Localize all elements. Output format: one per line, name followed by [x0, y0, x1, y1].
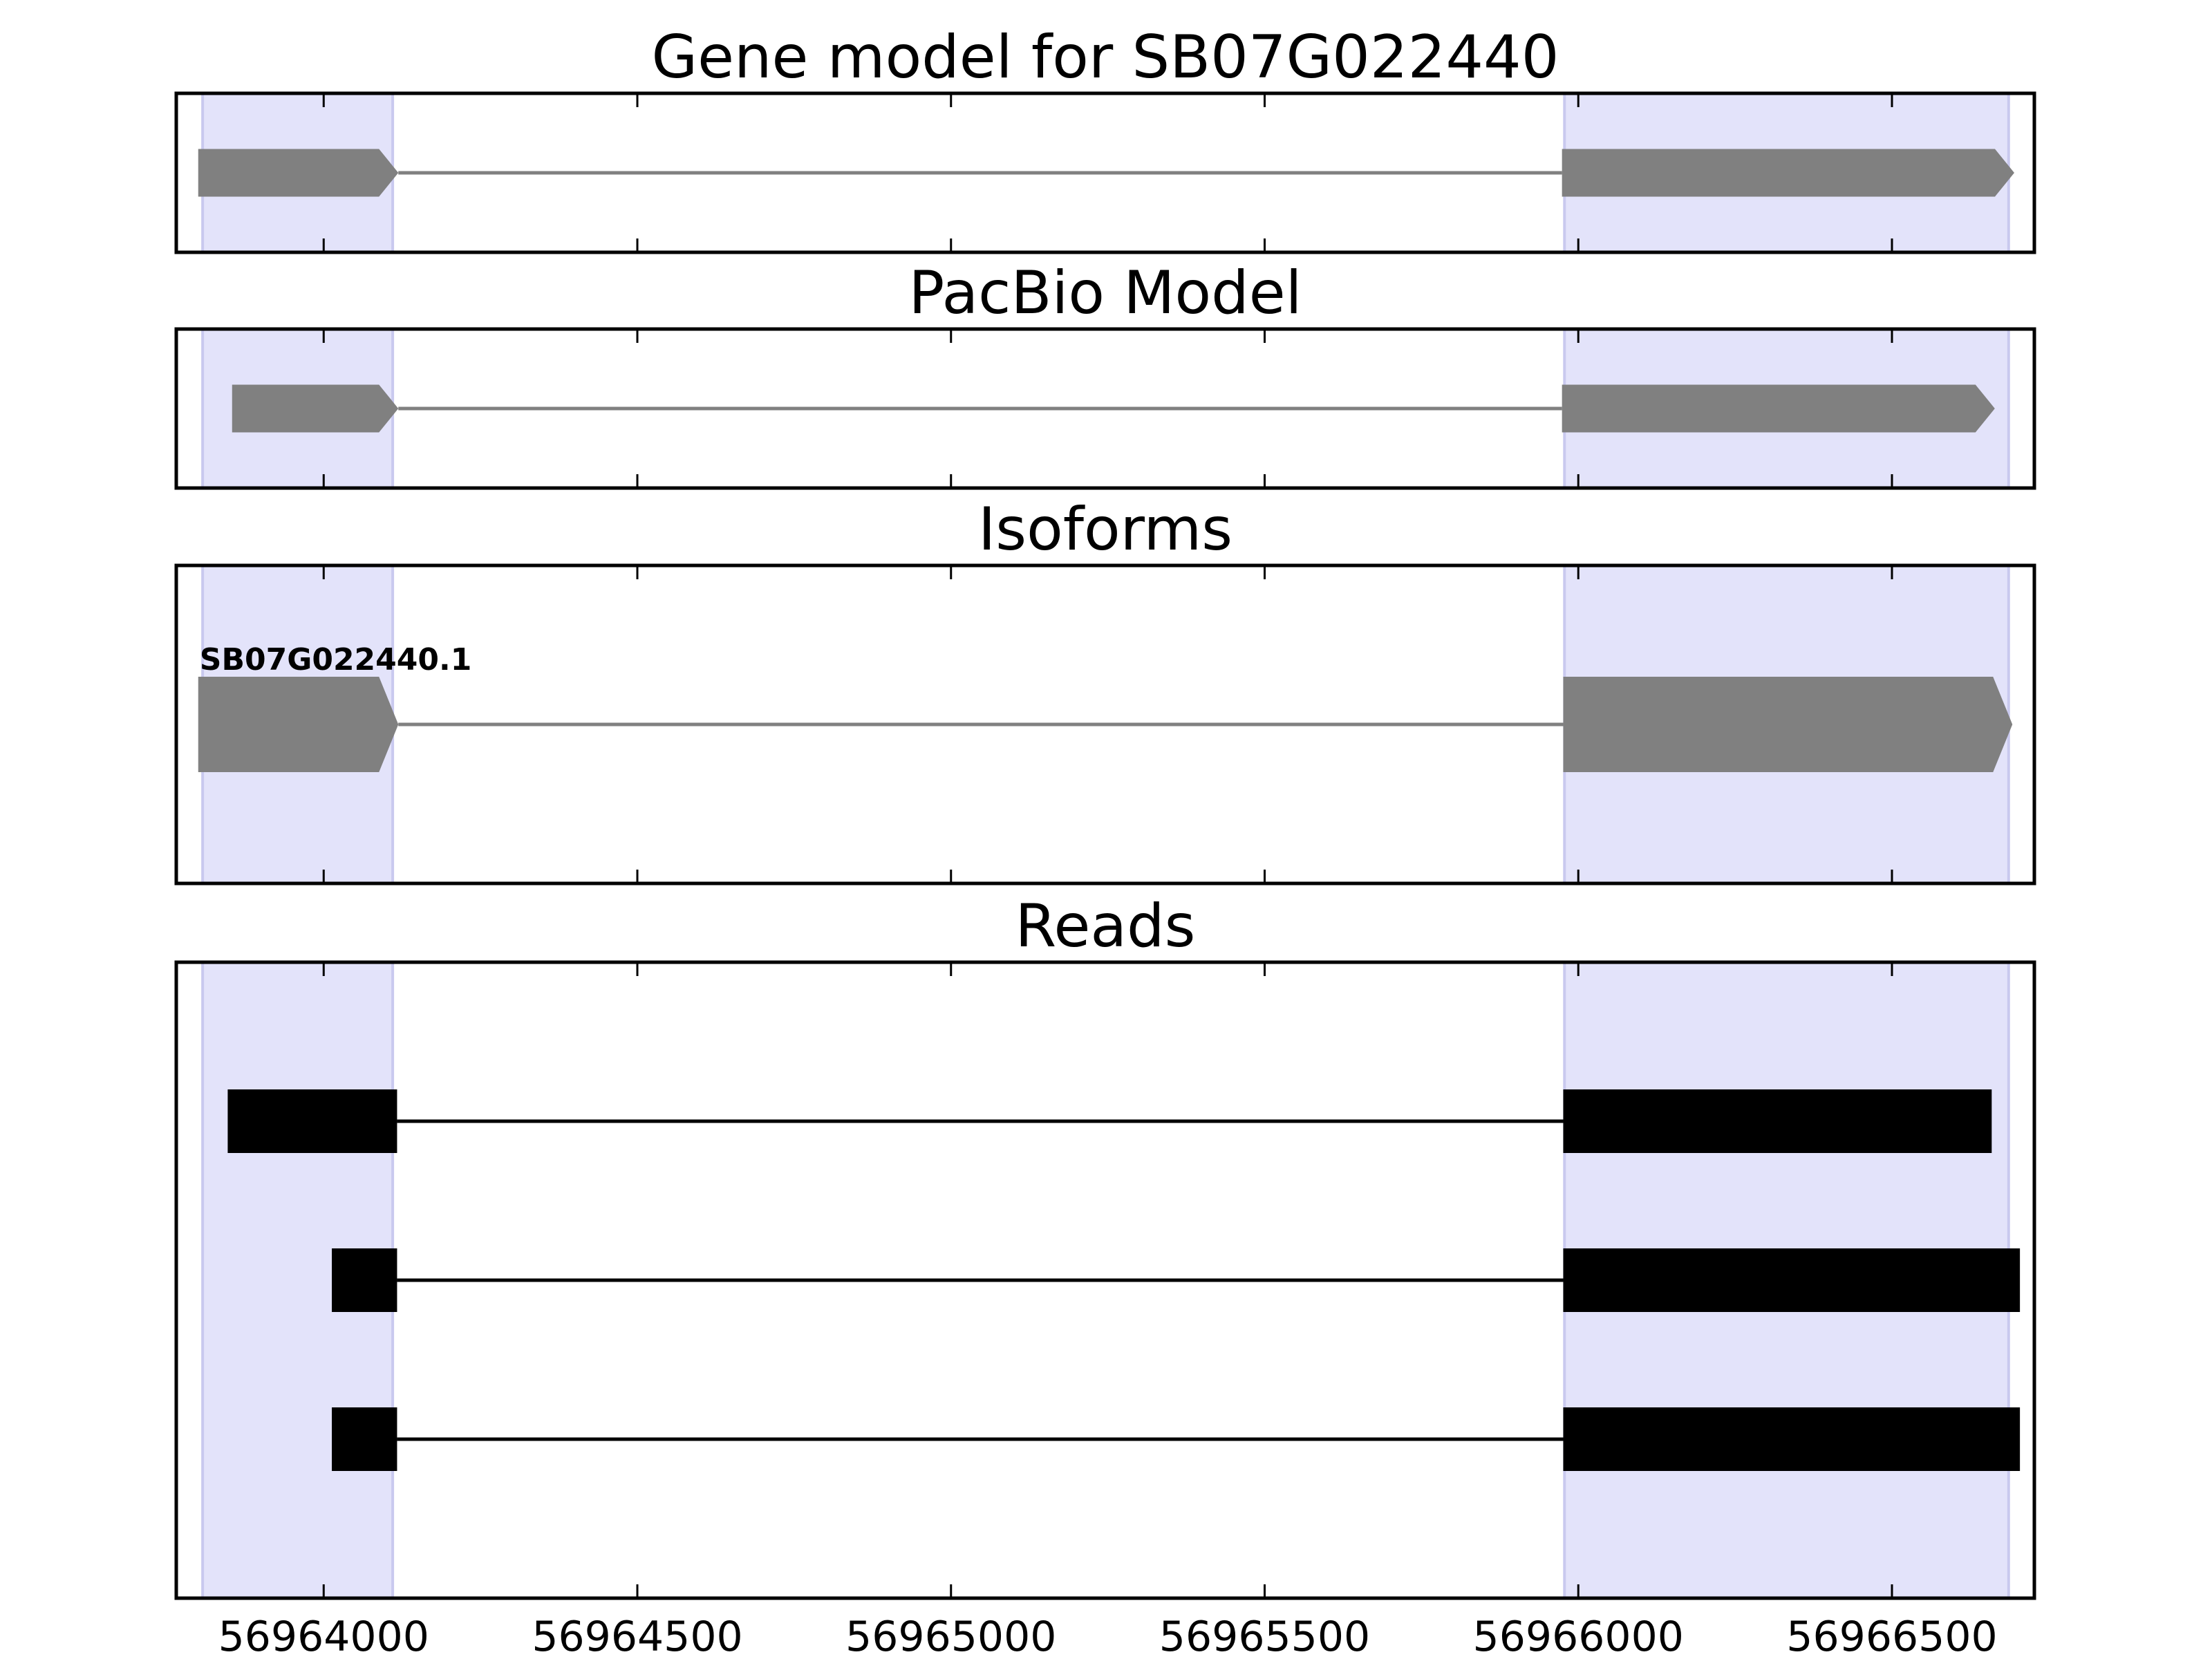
panel-frame — [174, 563, 2036, 885]
x-tick-label: 56964500 — [532, 1613, 742, 1659]
exon — [198, 677, 399, 772]
x-tick-label: 56966500 — [1786, 1613, 1997, 1659]
panel-title: Reads — [1015, 892, 1196, 961]
panel-title: Isoforms — [978, 495, 1232, 564]
panel-frame — [174, 91, 2036, 254]
read-block — [227, 1089, 397, 1153]
exon — [1562, 149, 2014, 197]
x-tick-label: 56965500 — [1159, 1613, 1370, 1659]
x-tick-label: 56965000 — [845, 1613, 1056, 1659]
isoform-label: SB07G022440.1 — [200, 642, 472, 677]
read-block — [1563, 1248, 2021, 1312]
exon — [1563, 677, 2013, 772]
exon — [1562, 384, 1995, 433]
panel-frame — [174, 960, 2036, 1600]
panel-frame — [174, 327, 2036, 490]
x-tick-label: 56966000 — [1473, 1613, 1684, 1659]
read-block — [332, 1248, 397, 1312]
x-tick-label: 56964000 — [218, 1613, 429, 1659]
read-block — [332, 1407, 397, 1471]
panel-title: PacBio Model — [908, 259, 1302, 328]
exon — [232, 384, 399, 433]
read-block — [1563, 1407, 2021, 1471]
panel-title: Gene model for SB07G022440 — [652, 23, 1559, 92]
read-block — [1563, 1089, 1992, 1153]
exon — [198, 149, 399, 197]
